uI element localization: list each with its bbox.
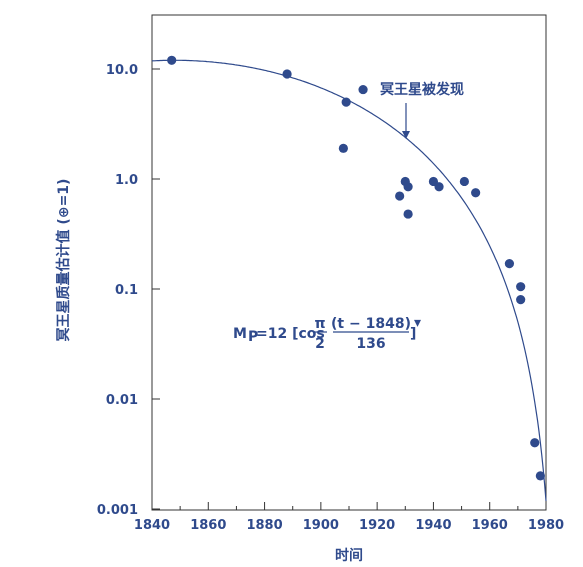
y-axis-title: 冥王星质量估计值 (⊕=1) [55, 179, 72, 342]
formula-frac-left-den: 2 [315, 336, 325, 352]
data-point [338, 143, 348, 153]
x-tick-label: 1940 [415, 518, 451, 533]
x-tick-label: 1980 [528, 518, 564, 533]
x-tick-label: 1840 [134, 518, 170, 533]
x-tick-label: 1960 [472, 518, 508, 533]
data-points [167, 55, 545, 481]
data-point [535, 471, 545, 481]
x-tick-label: 1920 [359, 518, 395, 533]
data-point [516, 295, 526, 305]
x-tick-label: 1880 [246, 518, 282, 533]
discovery-arrow-head [402, 131, 410, 139]
data-point [434, 182, 444, 192]
data-point [341, 97, 351, 107]
formula-sub: P [248, 329, 258, 345]
data-point [282, 69, 292, 79]
formula-exp: ▾ [414, 315, 421, 331]
x-tick-label: 1900 [303, 518, 339, 533]
y-axis: 10.0 1.0 0.1 0.01 0.001 [97, 63, 160, 518]
formula-eq: =12 [cos [256, 326, 325, 342]
x-axis: 1840 1860 1880 1900 1920 1940 1960 1980 [134, 502, 564, 533]
x-axis-title: 时间 [335, 547, 363, 564]
discovery-annotation: 冥王星被发现 [380, 81, 464, 98]
data-point [516, 282, 526, 292]
y-tick-label: 0.01 [106, 393, 138, 408]
x-tick-label: 1860 [190, 518, 226, 533]
data-point [167, 55, 177, 65]
formula-close: ] [410, 326, 416, 342]
y-tick-label: 0.1 [115, 283, 138, 298]
data-point [459, 176, 469, 187]
data-point [358, 84, 368, 95]
y-tick-label: 1.0 [115, 173, 138, 188]
data-point [504, 259, 515, 269]
data-point [395, 191, 405, 201]
formula-frac-right-den: 136 [356, 336, 385, 352]
data-point [530, 438, 540, 448]
formula-frac-right-num: (t − 1848) [331, 316, 411, 332]
model-formula: M P =12 [cos π 2 (t − 1848) 136 ] ▾ [233, 315, 421, 352]
data-point [403, 182, 413, 192]
data-point [471, 188, 481, 198]
data-point [403, 209, 413, 219]
formula-lhs: M [233, 326, 247, 342]
formula-frac-left-num: π [314, 316, 325, 332]
y-tick-label: 10.0 [106, 63, 138, 78]
model-curve [151, 59, 547, 502]
plot-frame [151, 14, 547, 511]
y-tick-label: 0.001 [97, 503, 138, 518]
